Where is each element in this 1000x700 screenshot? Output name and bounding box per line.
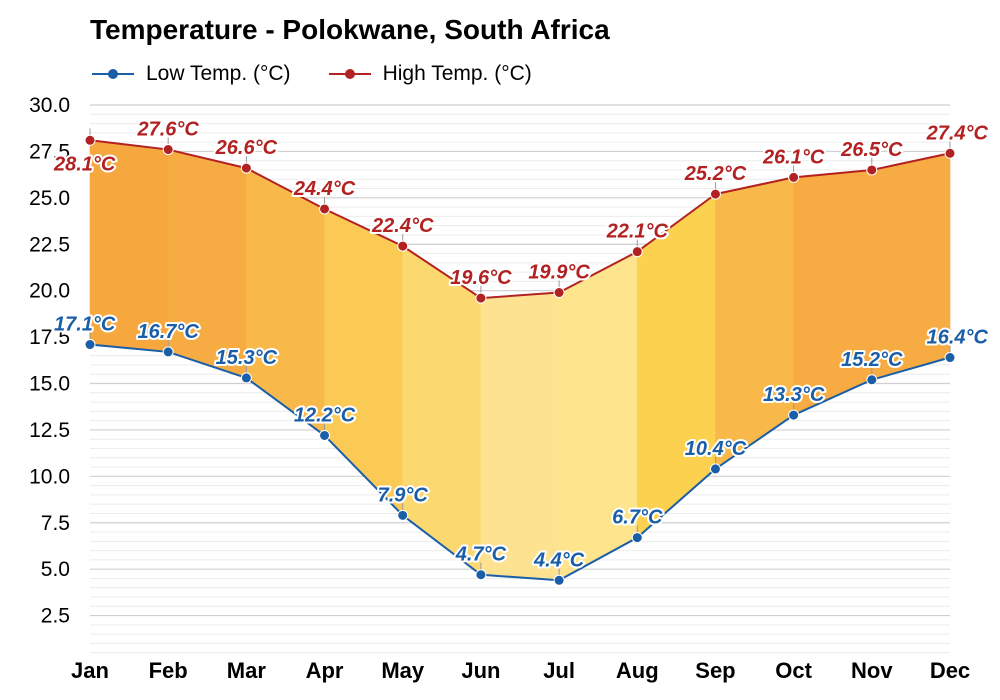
chart-title: Temperature - Polokwane, South Africa (90, 14, 610, 45)
high-temp-label: 26.1°C (762, 146, 825, 168)
high-temp-point[interactable] (84, 134, 96, 146)
series-points (84, 128, 956, 586)
low-temp-point[interactable] (709, 463, 721, 475)
high-temp-label: 27.4°C (926, 122, 989, 144)
temperature-band (715, 177, 794, 470)
low-temp-point[interactable] (866, 374, 878, 386)
temperature-band (793, 169, 873, 416)
low-temp-label: 10.4°C (685, 438, 747, 460)
x-tick-label: May (381, 658, 425, 683)
low-temp-point[interactable] (631, 532, 643, 544)
temperature-band (480, 292, 560, 581)
y-tick-label: 5.0 (41, 558, 70, 581)
legend-swatch-high (328, 69, 371, 79)
high-temp-line (89, 139, 951, 300)
legend-label-low: Low Temp. (°C) (146, 62, 291, 85)
low-temp-label: 6.7°C (612, 507, 663, 529)
x-tick-label: Feb (149, 658, 188, 683)
low-temp-label: 15.3°C (216, 347, 278, 369)
x-tick-label: Apr (306, 658, 344, 683)
temperature-bands (89, 139, 951, 581)
low-temp-point[interactable] (944, 352, 956, 364)
low-temp-point[interactable] (475, 569, 487, 581)
legend-entry-high[interactable]: High Temp. (°C) (327, 62, 532, 86)
y-tick-label: 30.0 (29, 94, 70, 117)
y-axis-ticks: 30.0 27.5 25.0 22.5 20.0 17.5 15.0 12.5 10.0 7.5 5… (29, 94, 70, 628)
y-tick-label: 25.0 (29, 187, 70, 210)
low-temp-label: 7.9°C (378, 484, 429, 506)
x-axis-ticks: Jan Feb Mar Apr May Jun Jul Aug Sep Oct Nov Dec (71, 658, 970, 683)
high-temp-label: 26.5°C (840, 139, 903, 161)
y-tick-label: 17.5 (29, 326, 70, 349)
high-temp-label: 28.1°C (53, 153, 116, 175)
x-tick-label: Jan (71, 658, 109, 683)
y-tick-label: 7.5 (41, 512, 70, 535)
y-tick-label: 2.5 (41, 605, 70, 628)
low-temp-point[interactable] (240, 372, 252, 384)
high-temp-point[interactable] (319, 203, 331, 215)
x-tick-label: Aug (616, 658, 659, 683)
x-tick-label: Nov (851, 658, 893, 683)
high-temp-label: 19.6°C (450, 267, 512, 289)
low-temp-label: 17.1°C (54, 314, 116, 336)
low-temp-label: 15.2°C (841, 349, 903, 371)
high-temp-point[interactable] (709, 188, 721, 200)
low-temp-point[interactable] (162, 346, 174, 358)
temperature-band (324, 208, 404, 517)
x-tick-label: Sep (695, 658, 735, 683)
x-tick-label: Dec (930, 658, 970, 683)
y-tick-label: 15.0 (29, 373, 70, 396)
series-lines (89, 139, 951, 582)
y-tick-label: 10.0 (29, 465, 70, 488)
low-temp-label: 4.4°C (533, 549, 585, 571)
y-tick-label: 20.0 (29, 280, 70, 303)
high-temp-point[interactable] (397, 240, 409, 252)
high-temp-point[interactable] (788, 171, 800, 183)
low-temp-line (89, 343, 951, 582)
high-temp-point[interactable] (944, 147, 956, 159)
y-tick-label: 12.5 (29, 419, 70, 442)
legend: Low Temp. (°C) High Temp. (°C) (90, 60, 568, 88)
high-temp-label: 24.4°C (293, 178, 356, 200)
temperature-band (558, 251, 638, 581)
temperature-band (167, 149, 247, 379)
data-labels: 17.1°C 16.7°C 15.3°C 12.2°C 7.9°C 4.7°C 4.4°C 6… (51, 117, 991, 574)
high-temp-point[interactable] (631, 246, 643, 258)
low-temp-label: 4.7°C (455, 544, 507, 566)
high-temp-point[interactable] (866, 164, 878, 176)
low-temp-point[interactable] (84, 339, 96, 351)
legend-entry-low[interactable]: Low Temp. (°C) (90, 62, 291, 86)
high-temp-label: 25.2°C (684, 163, 747, 185)
high-temp-point[interactable] (240, 162, 252, 174)
high-temp-label: 22.4°C (371, 215, 434, 237)
y-tick-label: 27.5 (29, 140, 70, 163)
x-tick-label: Mar (227, 658, 267, 683)
x-tick-label: Oct (775, 658, 812, 683)
low-temp-label: 16.7°C (137, 321, 199, 343)
x-tick-label: Jul (543, 658, 575, 683)
y-tick-label: 22.5 (29, 233, 70, 256)
low-temp-point[interactable] (788, 409, 800, 421)
low-temp-label: 16.4°C (927, 327, 989, 349)
temperature-band (246, 167, 325, 437)
high-temp-label: 19.9°C (528, 262, 590, 284)
x-tick-label: Jun (461, 658, 500, 683)
high-temp-label: 22.1°C (606, 221, 669, 243)
low-temp-label: 13.3°C (763, 384, 825, 406)
high-temp-label: 27.6°C (136, 119, 199, 141)
legend-label-high: High Temp. (°C) (382, 62, 532, 85)
legend-swatch-low (92, 69, 134, 79)
low-temp-point[interactable] (553, 574, 565, 586)
high-temp-point[interactable] (475, 292, 487, 304)
low-temp-point[interactable] (319, 429, 331, 441)
low-temp-label: 12.2°C (294, 404, 356, 426)
high-temp-point[interactable] (162, 144, 174, 156)
high-temp-point[interactable] (553, 287, 565, 299)
low-temp-point[interactable] (397, 509, 409, 521)
high-temp-label: 26.6°C (215, 137, 278, 159)
